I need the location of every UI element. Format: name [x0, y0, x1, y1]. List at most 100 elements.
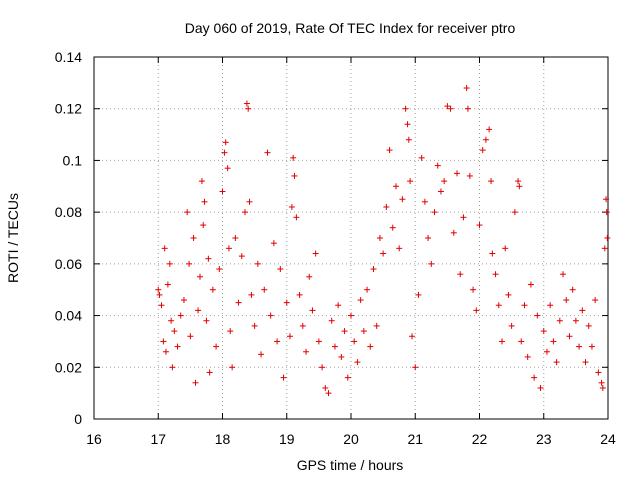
data-point [168, 317, 175, 324]
data-point [428, 260, 435, 267]
data-point [598, 379, 605, 386]
data-point [540, 328, 547, 335]
data-point [280, 374, 287, 381]
data-point [550, 338, 557, 345]
data-point [270, 240, 277, 247]
data-point [572, 317, 579, 324]
data-point [404, 121, 411, 128]
data-point [315, 338, 322, 345]
data-point [492, 271, 499, 278]
data-point [166, 260, 173, 267]
data-point [246, 198, 253, 205]
data-point [373, 322, 380, 329]
data-point [447, 105, 454, 112]
data-point [225, 245, 232, 252]
y-tick-label: 0.02 [55, 359, 82, 375]
data-point [495, 302, 502, 309]
data-point [521, 302, 528, 309]
data-point [200, 222, 207, 229]
y-tick-label: 0 [74, 411, 82, 427]
y-axis-title: ROTI / TECUs [5, 193, 21, 283]
data-point [213, 343, 220, 350]
data-point [351, 338, 358, 345]
data-point [164, 281, 171, 288]
data-point [328, 317, 335, 324]
data-point [171, 328, 178, 335]
data-point [553, 359, 560, 366]
data-point [543, 348, 550, 355]
data-point [604, 235, 611, 241]
data-point [229, 364, 236, 371]
data-point [197, 273, 204, 280]
data-point [470, 286, 477, 293]
data-point [184, 209, 191, 216]
y-tick-label: 0.1 [63, 152, 83, 168]
data-point [195, 307, 202, 314]
data-point [290, 154, 297, 161]
data-point [498, 338, 505, 345]
data-point [335, 302, 342, 309]
data-point [585, 322, 592, 329]
data-point [186, 260, 193, 267]
data-point [338, 353, 345, 360]
grid [94, 57, 608, 419]
data-point [319, 364, 326, 371]
data-point [232, 235, 239, 241]
data-point [364, 286, 371, 293]
data-point [399, 196, 406, 203]
data-point [367, 343, 374, 350]
data-point [174, 343, 181, 350]
data-point [389, 224, 396, 231]
data-point [450, 229, 457, 236]
data-point [177, 312, 184, 319]
data-point [380, 250, 387, 257]
data-point [518, 338, 525, 345]
data-point [198, 178, 205, 185]
x-tick-label: 19 [279, 431, 295, 447]
y-tick-label: 0.06 [55, 256, 82, 272]
data-point [306, 273, 313, 280]
data-point [402, 105, 409, 112]
data-point [286, 333, 293, 340]
data-point [566, 333, 573, 340]
data-point [288, 203, 295, 210]
y-tick-label: 0.12 [55, 101, 82, 117]
data-point [560, 271, 567, 278]
x-tick-label: 16 [86, 431, 102, 447]
data-point [158, 302, 165, 309]
data-point [516, 183, 523, 190]
data-point [425, 235, 432, 241]
data-point [235, 299, 242, 306]
data-point [466, 172, 473, 179]
data-point [344, 374, 351, 381]
data-point [547, 302, 554, 309]
data-point [556, 317, 563, 324]
data-point [277, 266, 284, 273]
data-point [396, 245, 403, 252]
data-point [588, 343, 595, 350]
data-point [421, 198, 428, 205]
data-point [322, 384, 329, 391]
x-tick-label: 20 [343, 431, 359, 447]
x-tick-label: 23 [536, 431, 552, 447]
data-point [515, 178, 522, 185]
data-point [488, 178, 495, 185]
data-point [341, 328, 348, 335]
data-point [409, 333, 416, 340]
data-point [293, 214, 300, 221]
x-tick-label: 17 [150, 431, 166, 447]
data-point [537, 384, 544, 391]
y-tick-label: 0.08 [55, 204, 82, 220]
axis-ticks [93, 56, 609, 420]
data-point [431, 209, 438, 216]
data-point [595, 369, 602, 376]
data-point [482, 136, 489, 143]
data-point [405, 136, 412, 143]
data-point [454, 170, 461, 177]
chart-title: Day 060 of 2019, Rate Of TEC Index for r… [185, 20, 516, 36]
data-point [219, 188, 226, 195]
data-point [354, 359, 361, 366]
data-point [156, 291, 163, 298]
data-point [161, 245, 168, 252]
data-point [534, 312, 541, 319]
